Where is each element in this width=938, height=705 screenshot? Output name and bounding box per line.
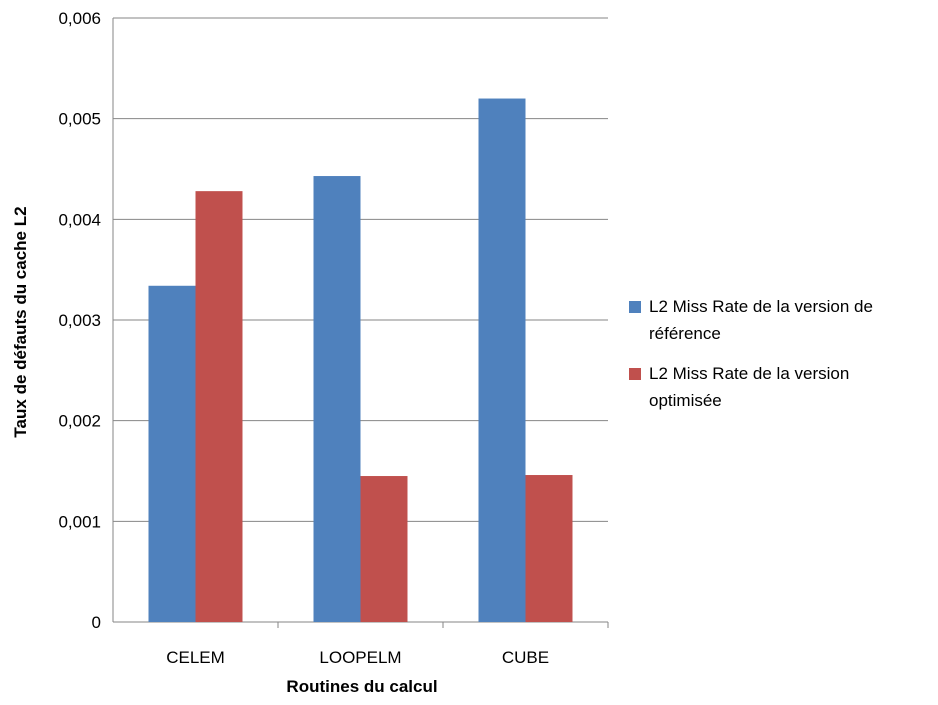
legend-label-1: L2 Miss Rate de la version de: [649, 297, 873, 316]
bar-cube-series-1: [478, 98, 526, 623]
bar-cube-series-2: [525, 475, 573, 622]
legend: L2 Miss Rate de la version de référence L2…: [629, 297, 873, 410]
legend-label-2: optimisée: [649, 391, 722, 410]
bar-loopelm-series-2: [360, 476, 408, 622]
y-tick-label: 0: [92, 613, 101, 632]
y-tick-labels: 0 0,001 0,002 0,003 0,004 0,005 0,006: [58, 9, 101, 632]
bar-celem-series-1: [148, 285, 196, 622]
legend-label-1: référence: [649, 324, 721, 343]
x-axis-title: Routines du calcul: [286, 677, 437, 696]
y-tick-label: 0,006: [58, 9, 101, 28]
y-tick-label: 0,002: [58, 412, 101, 431]
y-tick-label: 0,003: [58, 311, 101, 330]
x-tick-label: LOOPELM: [319, 648, 401, 667]
bars: [148, 98, 573, 623]
x-tick-label: CUBE: [502, 648, 549, 667]
y-tick-label: 0,005: [58, 110, 101, 129]
bar-loopelm-series-1: [313, 176, 361, 622]
x-tick-labels: CELEM LOOPELM CUBE: [166, 648, 549, 667]
legend-swatch-1: [629, 301, 641, 313]
legend-label-2: L2 Miss Rate de la version: [649, 364, 849, 383]
legend-swatch-2: [629, 368, 641, 380]
y-tick-label: 0,004: [58, 210, 101, 229]
x-tick-label: CELEM: [166, 648, 225, 667]
bar-celem-series-2: [195, 191, 243, 622]
y-tick-label: 0,001: [58, 512, 101, 531]
y-axis-title: Taux de défauts du cache L2: [11, 206, 30, 437]
